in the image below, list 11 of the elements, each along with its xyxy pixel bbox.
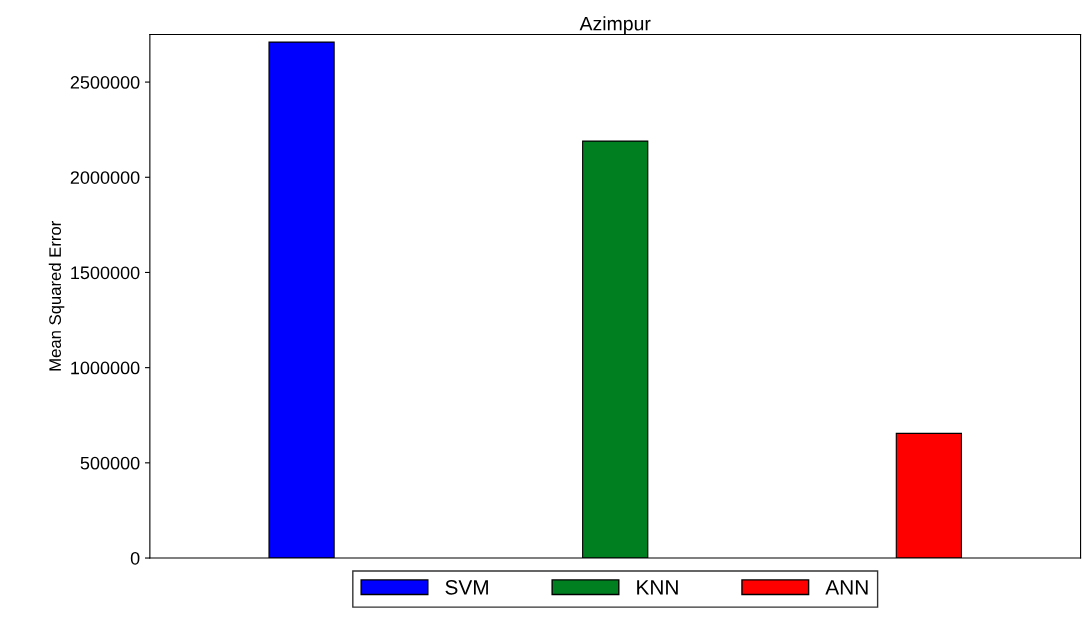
y-tick-label: 2000000	[70, 171, 140, 184]
y-tick-label: 2500000	[70, 76, 140, 89]
y-tick-label: 500000	[80, 456, 140, 470]
y-tick-label: 1000000	[71, 361, 140, 375]
legend-label: ANN	[825, 580, 868, 595]
y-tick-label: 0	[130, 551, 140, 565]
chart-title: Azimpur	[579, 16, 651, 35]
y-axis-title: Mean Squared Error	[48, 221, 65, 371]
legend-label: KNN	[637, 580, 678, 595]
y-tick-label: 1500000	[71, 266, 140, 280]
legend-label: SVM	[445, 579, 488, 595]
